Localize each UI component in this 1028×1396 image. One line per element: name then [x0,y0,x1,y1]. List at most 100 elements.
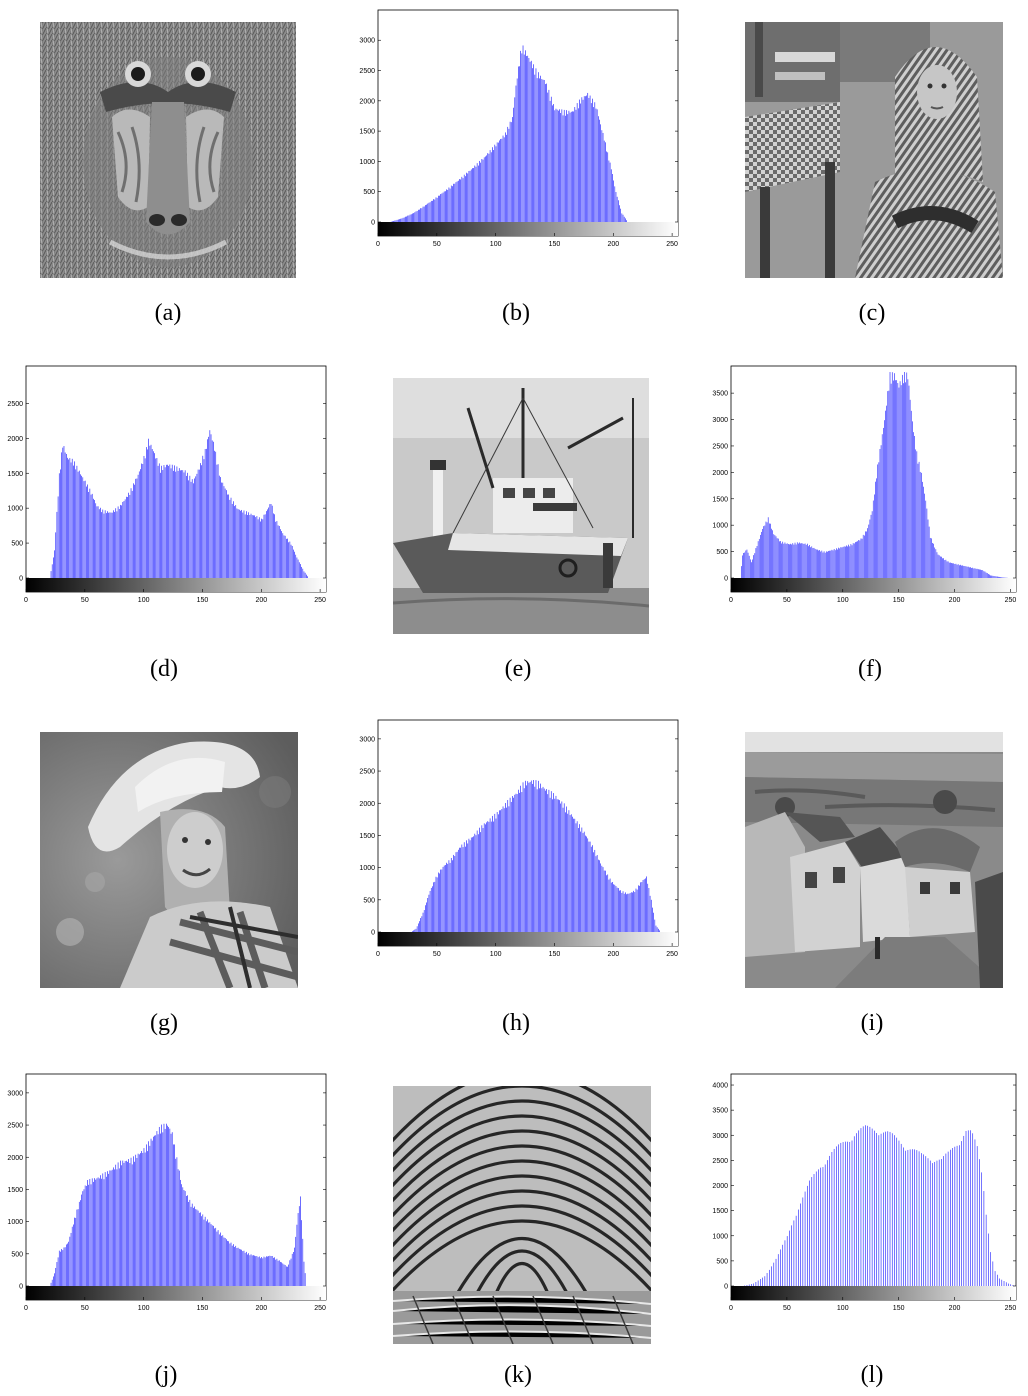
histogram-bar [636,889,638,932]
histogram-bar [128,1159,129,1286]
histogram-bar [400,218,401,222]
y-tick-label: 0 [19,576,23,583]
histogram-bar [995,576,997,578]
histogram-bar [62,1250,64,1286]
histogram-bar [588,97,590,222]
histogram-bar [218,1234,220,1286]
x-tick-label: 100 [837,1305,849,1312]
histogram-bar [620,208,621,222]
histogram-bar [474,165,476,222]
histogram-bar [560,112,561,222]
histogram-bar [288,542,289,578]
histogram-bar [630,892,632,932]
histogram-bar [574,107,576,222]
histogram-bar [546,789,547,932]
histogram-bar [827,551,828,578]
histogram-bar [463,842,465,932]
histogram-bar [166,1123,167,1286]
histogram-bar [656,927,658,932]
histogram-bar [534,786,536,932]
histogram-bar [946,561,948,578]
histogram-bar [182,1187,184,1286]
histogram-bar [141,463,142,578]
histogram-bar [282,533,284,578]
histogram-bar [493,821,494,932]
histogram-bar [615,886,617,932]
histogram-bar [223,1237,225,1286]
x-tick-label: 100 [138,1305,150,1312]
histogram-bar [73,1224,74,1286]
x-tick-label: 50 [81,1305,89,1312]
histogram-bar [66,1244,67,1286]
histogram-bar [104,1172,106,1286]
histogram-bar [188,1201,189,1286]
histogram-bar [925,1156,927,1286]
y-tick-label: 500 [716,1258,728,1265]
histogram-bar [781,543,782,578]
histogram-bar [482,828,484,932]
histogram-bar [106,1176,107,1286]
histogram-bar [522,782,524,932]
histogram-bar [903,1147,904,1286]
histogram-bar [251,1255,253,1286]
histogram-bar [582,833,584,932]
histogram-bar [177,470,179,578]
histogram-bar [918,461,920,578]
y-tick-label: 500 [363,897,375,904]
histogram-bar [568,110,570,222]
histogram-bar [550,791,552,932]
histogram-bar [479,827,480,932]
histogram-bar [188,480,189,578]
histogram-bar [120,1160,121,1286]
histogram-bar [207,439,208,578]
histogram-bar [56,511,58,578]
histogram-bar [193,1207,194,1286]
histogram-bar [116,1169,118,1286]
histogram-bar [468,170,470,222]
histogram-bar [133,483,134,578]
x-tick-label: 0 [24,1305,28,1312]
histogram-bar [77,1209,79,1286]
histogram-bar [432,886,433,932]
histogram-bar [274,514,275,578]
histogram-bar [506,134,507,222]
histogram-bar [486,155,487,222]
histogram-bar [626,220,627,222]
histogram-bar [526,56,527,223]
histogram-bar [840,1142,842,1286]
histogram-bar [588,841,590,932]
histogram-bar [281,1262,282,1286]
histogram-bar [576,103,578,222]
histogram-bar [652,907,653,932]
histogram-bar [885,410,886,578]
histogram-bar [851,1140,853,1286]
histogram-bar [528,782,530,932]
histogram-bar [757,1280,759,1286]
histogram-bar [956,564,958,578]
histogram-bar [826,551,827,578]
histogram-bar [568,810,570,932]
histogram-bar [587,838,589,932]
histogram-bar [194,478,195,578]
histogram-bar [275,1259,277,1286]
y-tick-label: 3000 [7,1090,23,1097]
histogram-bar [515,793,517,932]
histogram-bar [90,494,92,578]
histogram-bar [878,462,880,578]
histogram-bar [197,469,199,578]
histogram-bar [202,455,204,578]
y-tick-label: 1500 [359,833,375,840]
histogram-bar [642,880,644,932]
histogram-bar [117,506,119,578]
histogram-bar [957,564,959,578]
histogram-bar [603,870,605,932]
histogram-bar [762,1277,763,1286]
histogram-bar [91,493,93,578]
histogram-bar [102,1173,104,1286]
histogram-bar [111,512,113,578]
histogram-bar [919,471,921,578]
histogram-bar [254,515,255,578]
histogram-bar [134,1161,135,1286]
histogram-bar [60,1251,61,1286]
histogram-bar [761,531,762,578]
